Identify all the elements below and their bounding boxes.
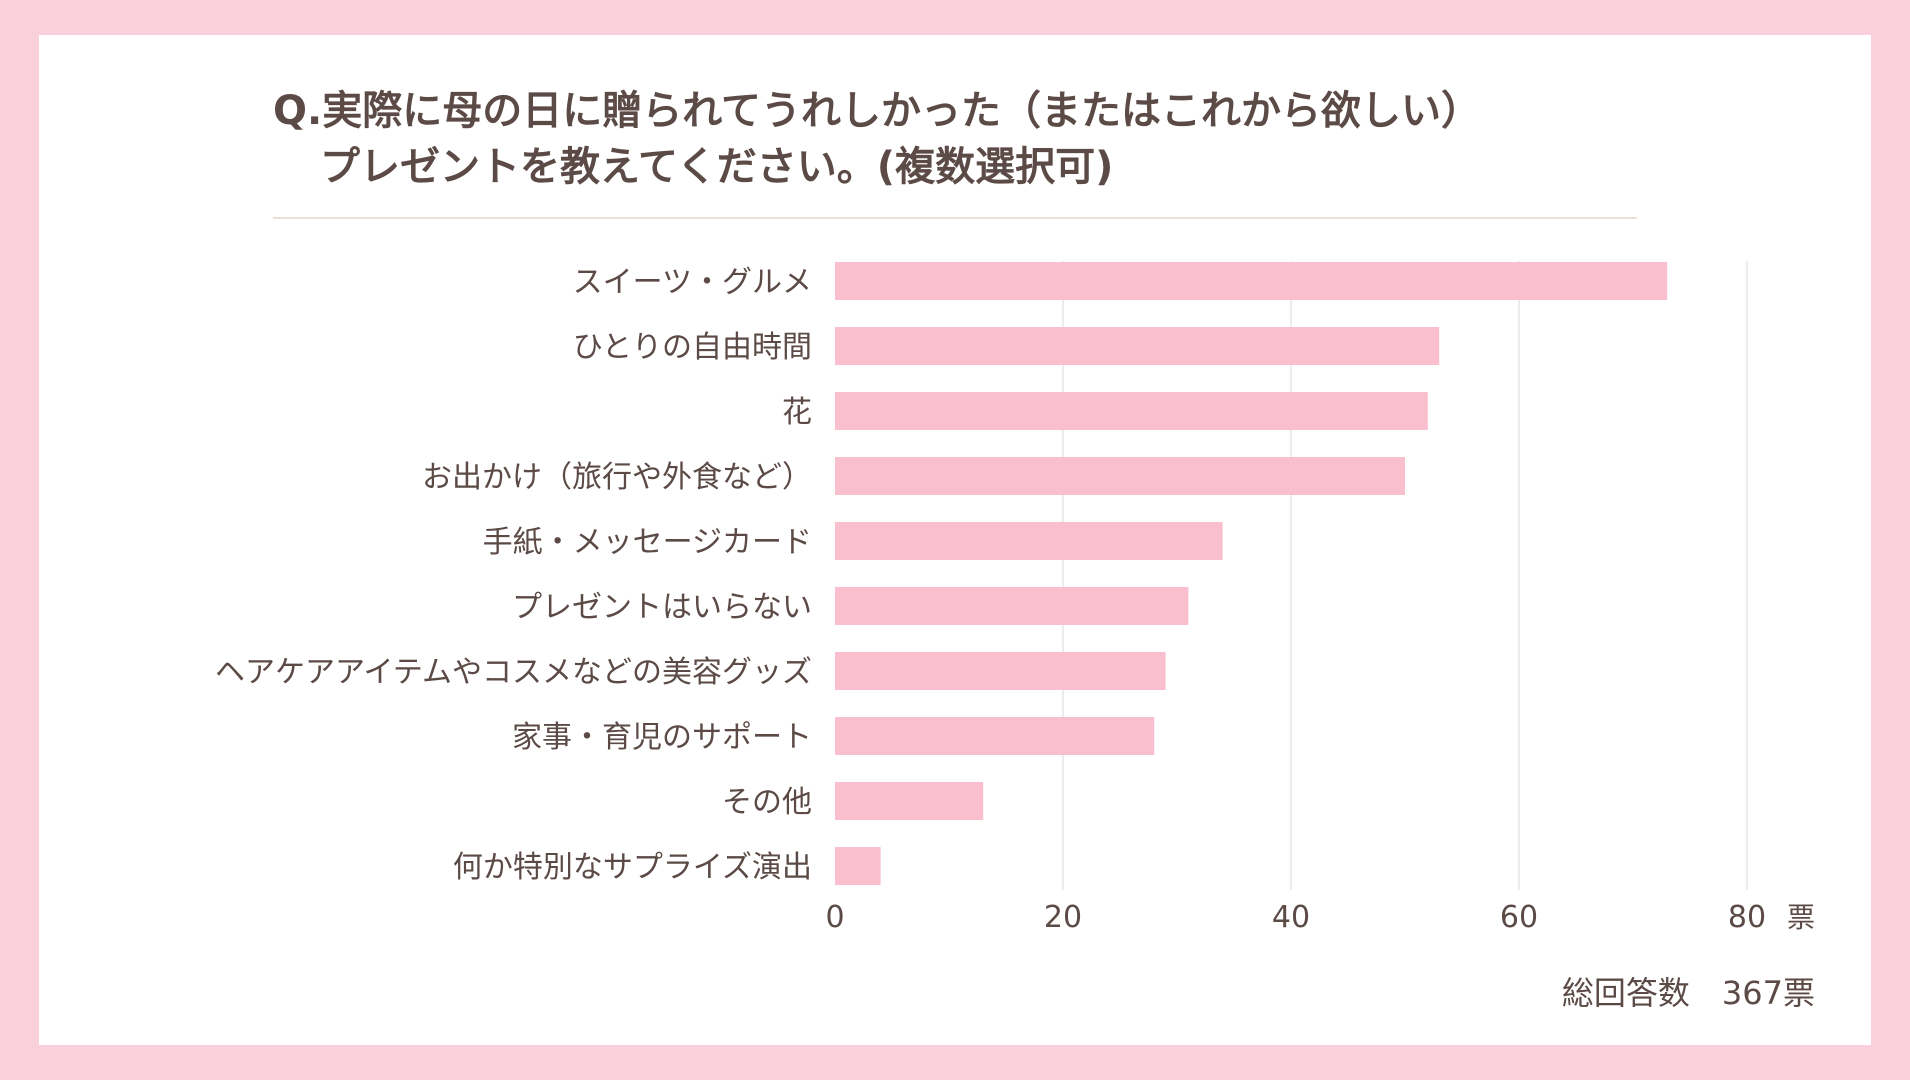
bar	[835, 522, 1223, 560]
category-label: 花	[782, 395, 812, 430]
total-responses: 総回答数 367票	[1561, 974, 1815, 1012]
category-label: 手紙・メッセージカード	[483, 525, 812, 560]
bar	[835, 587, 1189, 625]
category-label: その他	[722, 785, 812, 820]
bar	[835, 782, 984, 820]
title-divider	[273, 217, 1637, 219]
chart-title-line2: プレゼントを教えてください。(複数選択可)	[320, 144, 1114, 190]
category-label: 家事・育児のサポート	[512, 720, 812, 755]
bar	[835, 392, 1428, 430]
x-tick-label: 60	[1500, 900, 1538, 935]
category-label: プレゼントはいらない	[512, 590, 812, 625]
bar	[835, 717, 1155, 755]
x-tick-label: 20	[1044, 900, 1082, 935]
x-tick-label: 80	[1728, 900, 1766, 935]
category-label: ヘアケアアイテムやコスメなどの美容グッズ	[215, 655, 812, 690]
bar	[835, 262, 1668, 300]
x-tick-label: 40	[1272, 900, 1310, 935]
category-label: お出かけ（旅行や外食など）	[422, 460, 812, 495]
chart-title: Q.実際に母の日に贈られてうれしかった（またはこれから欲しい） プレゼントを教え…	[273, 83, 1481, 195]
x-unit-label: 票	[1787, 901, 1815, 934]
category-label: スイーツ・グルメ	[573, 265, 812, 300]
x-tick-label: 0	[825, 900, 844, 935]
chart-title-line1: Q.実際に母の日に贈られてうれしかった（またはこれから欲しい）	[273, 88, 1481, 134]
bar	[835, 652, 1166, 690]
category-label: 何か特別なサプライズ演出	[453, 850, 812, 885]
category-label: ひとりの自由時間	[573, 330, 812, 365]
bar	[835, 457, 1405, 495]
bar	[835, 847, 881, 885]
bar	[835, 327, 1440, 365]
